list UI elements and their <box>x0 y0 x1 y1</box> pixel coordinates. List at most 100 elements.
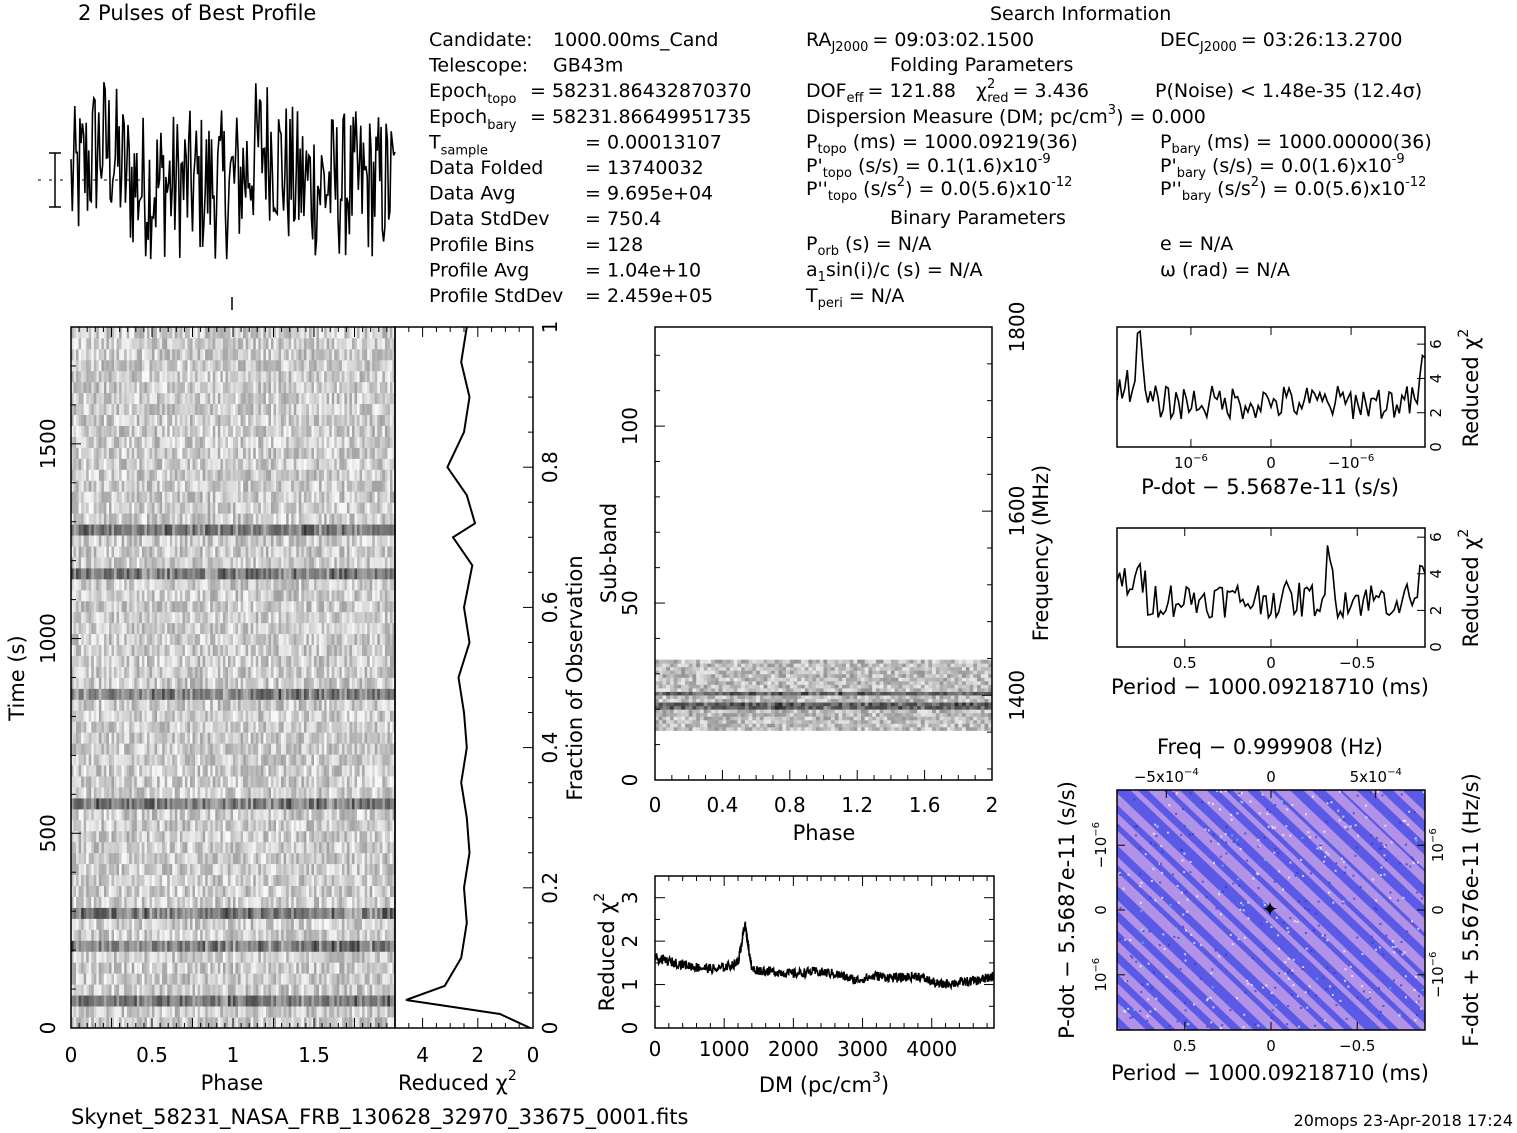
image-cell <box>210 721 214 733</box>
image-cell <box>278 743 282 755</box>
image-cell <box>172 633 176 646</box>
image-cell <box>253 940 257 952</box>
image-cell <box>220 951 224 963</box>
image-cell <box>364 622 368 635</box>
image-cell <box>103 962 107 974</box>
image-cell <box>377 721 381 733</box>
image-cell <box>314 995 317 1007</box>
image-cell <box>98 776 102 788</box>
image-cell <box>179 973 183 985</box>
image-cell <box>349 918 353 930</box>
image-cell <box>238 754 241 766</box>
image-cell <box>217 797 221 810</box>
image-cell <box>230 830 234 843</box>
image-cell <box>250 666 254 678</box>
image-cell <box>93 721 97 733</box>
image-cell <box>331 962 335 974</box>
image-cell <box>141 984 145 996</box>
image-cell <box>298 863 302 876</box>
image-cell <box>101 721 105 733</box>
image-cell <box>116 699 120 711</box>
image-cell <box>238 765 241 777</box>
image-cell <box>174 721 178 733</box>
image-cell <box>364 863 368 876</box>
image-cell <box>296 655 300 667</box>
image-cell <box>273 907 277 919</box>
image-cell <box>344 852 348 865</box>
image-cell <box>108 600 112 613</box>
image-cell <box>362 655 366 667</box>
image-cell <box>200 644 204 656</box>
image-cell <box>364 951 368 963</box>
image-cell <box>71 962 74 974</box>
image-cell <box>377 885 381 897</box>
image-cell <box>308 622 312 635</box>
image-cell <box>157 962 160 974</box>
image-cell <box>235 885 239 897</box>
image-cell <box>207 995 211 1007</box>
image-cell <box>291 940 295 952</box>
image-cell <box>281 852 285 865</box>
image-cell <box>387 754 391 766</box>
image-cell <box>336 918 340 930</box>
image-cell <box>255 797 259 810</box>
image-cell <box>93 743 97 755</box>
image-cell <box>303 984 307 996</box>
image-cell <box>106 984 110 996</box>
image-cell <box>255 787 259 799</box>
image-cell <box>119 874 123 887</box>
image-cell <box>314 962 317 974</box>
image-cell <box>303 787 307 799</box>
image-cell <box>372 995 376 1007</box>
image-cell <box>202 973 206 985</box>
image-cell <box>372 622 376 635</box>
image-cell <box>374 622 378 635</box>
image-cell <box>182 995 186 1007</box>
image-cell <box>81 808 85 821</box>
image-cell <box>215 1017 219 1029</box>
image-cell <box>114 721 117 733</box>
image-cell <box>129 808 133 821</box>
image-cell <box>367 666 371 678</box>
image-cell <box>139 995 143 1007</box>
image-cell <box>136 710 140 722</box>
image-cell <box>270 644 274 656</box>
image-cell <box>233 721 236 733</box>
image-cell <box>114 765 117 777</box>
image-cell <box>334 644 338 656</box>
image-cell <box>98 611 102 624</box>
image-cell <box>384 940 388 952</box>
image-cell <box>202 644 206 656</box>
image-cell <box>306 874 310 887</box>
image-cell <box>197 666 201 678</box>
image-cell <box>96 743 100 755</box>
image-cell <box>233 885 236 897</box>
image-cell <box>136 885 140 897</box>
image-cell <box>263 688 267 700</box>
info-row-value: = 1.04e+10 <box>585 259 701 281</box>
image-cell <box>316 918 320 930</box>
image-cell <box>88 852 92 865</box>
image-cell <box>154 677 158 689</box>
image-cell <box>357 973 360 985</box>
image-cell <box>139 622 143 635</box>
image-cell <box>144 732 148 744</box>
image-cell <box>103 929 107 941</box>
image-cell <box>114 929 117 941</box>
image-cell <box>212 743 216 755</box>
image-cell <box>301 743 305 755</box>
image-cell <box>139 896 143 908</box>
image-cell <box>91 688 95 700</box>
image-cell <box>212 907 216 919</box>
image-cell <box>121 852 125 865</box>
image-cell <box>197 776 201 788</box>
image-cell <box>303 907 307 919</box>
image-cell <box>83 644 87 656</box>
image-cell <box>243 1017 247 1029</box>
image-cell <box>152 721 155 733</box>
image-cell <box>162 655 166 667</box>
image-cell <box>200 622 204 635</box>
image-cell <box>227 808 231 821</box>
image-cell <box>336 710 340 722</box>
image-cell <box>286 940 290 952</box>
